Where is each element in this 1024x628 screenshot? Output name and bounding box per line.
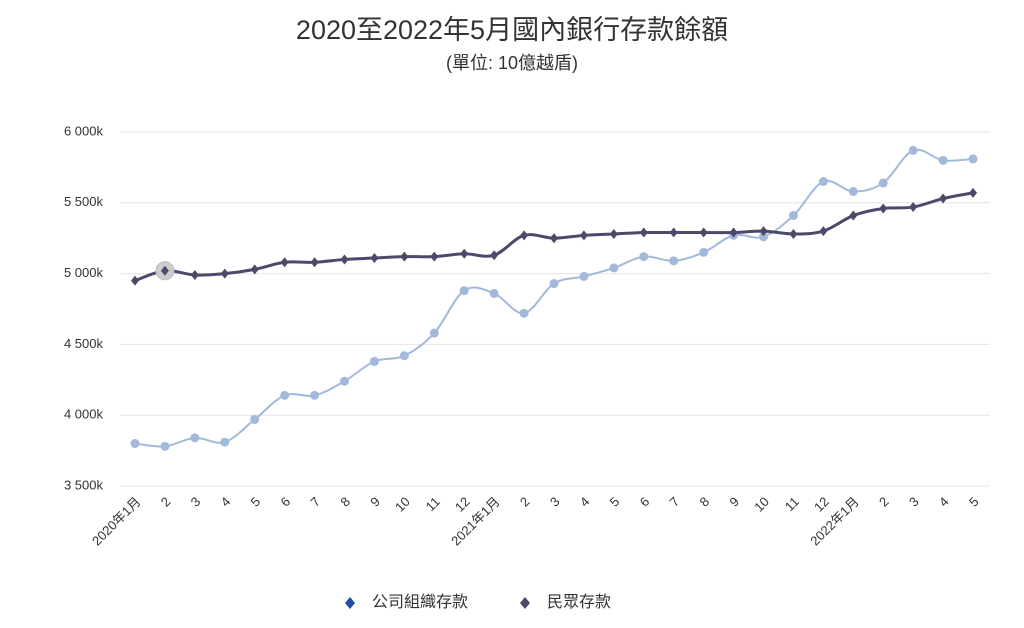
point (310, 257, 319, 268)
point (459, 286, 469, 296)
point (879, 203, 888, 214)
point (788, 211, 798, 221)
point (819, 226, 828, 237)
point (520, 230, 529, 241)
point (609, 228, 618, 239)
point (759, 226, 768, 237)
point (969, 187, 977, 198)
point (939, 193, 948, 204)
point (310, 390, 320, 400)
point (549, 279, 559, 289)
x-tick-label: 5 (966, 494, 982, 510)
point (340, 376, 349, 386)
point (220, 268, 229, 279)
x-tick-label: 8 (696, 494, 712, 510)
x-tick-label: 7 (307, 494, 323, 510)
x-tick-label: 2 (158, 494, 174, 510)
y-tick-label: 3 500k (64, 477, 104, 492)
point (909, 202, 918, 213)
x-tick-label: 2 (517, 494, 533, 510)
point (699, 227, 708, 238)
point (669, 227, 678, 238)
y-tick-label: 6 000k (64, 123, 104, 138)
chart-title: 2020至2022年5月國內銀行存款餘額 (296, 15, 728, 45)
x-tick-label: 5 (607, 494, 623, 510)
point (130, 439, 140, 449)
point (250, 414, 260, 424)
x-tick-label: 12 (452, 494, 473, 515)
point (639, 252, 649, 262)
point (429, 328, 439, 338)
point (340, 254, 349, 265)
point (460, 248, 469, 259)
point (789, 228, 798, 239)
x-tick-label: 6 (637, 494, 653, 510)
x-tick-label: 6 (277, 494, 293, 510)
point (699, 247, 709, 257)
legend-label: 民眾存款 (547, 593, 611, 611)
y-tick-label: 5 500k (64, 194, 104, 209)
x-tick-label: 7 (667, 494, 683, 510)
x-tick-label: 9 (726, 494, 742, 510)
x-tick-label: 3 (906, 494, 922, 510)
point (579, 271, 589, 281)
point (490, 250, 499, 261)
x-tick-label: 10 (751, 494, 772, 515)
point (818, 177, 828, 187)
point (489, 288, 499, 298)
x-tick-label: 12 (811, 494, 832, 515)
series-line (134, 148, 974, 448)
x-tick-label: 11 (423, 494, 443, 514)
point (400, 251, 409, 262)
point (849, 210, 858, 221)
x-tick-label: 10 (392, 494, 413, 515)
x-tick-label: 5 (248, 494, 264, 510)
point (519, 308, 529, 318)
point (729, 227, 738, 238)
point (759, 232, 768, 242)
point (280, 257, 289, 268)
legend-marker (520, 597, 530, 609)
point (550, 233, 558, 244)
point (250, 264, 259, 275)
point (669, 256, 679, 266)
x-tick-label: 4 (577, 494, 593, 510)
point (370, 253, 379, 264)
point (160, 265, 169, 276)
x-tick-label: 11 (782, 494, 802, 514)
point (399, 351, 409, 361)
point (878, 178, 888, 188)
x-tick-label: 3 (188, 494, 204, 510)
y-tick-label: 4 500k (64, 336, 104, 351)
point (220, 437, 230, 447)
x-tick-label: 4 (218, 494, 234, 510)
x-tick-label: 8 (337, 494, 353, 510)
point (639, 227, 648, 238)
point (131, 275, 139, 286)
point (369, 356, 379, 366)
legend-marker (345, 597, 355, 609)
x-tick-label: 3 (547, 494, 563, 510)
point (430, 251, 439, 262)
legend-label: 公司組織存款 (372, 593, 468, 611)
x-tick-label: 9 (367, 494, 383, 510)
x-tick-label: 2 (876, 494, 892, 510)
x-tick-label: 2020年1月 (89, 494, 144, 549)
point (609, 263, 619, 273)
chart-subtitle: (單位: 10億越盾) (446, 53, 578, 73)
point (160, 441, 170, 451)
point (190, 433, 200, 443)
point (908, 145, 918, 155)
y-tick-label: 5 000k (64, 265, 104, 280)
point (280, 390, 290, 400)
y-tick-label: 4 000k (64, 407, 104, 422)
point (938, 155, 948, 165)
point (848, 186, 858, 196)
point (190, 270, 199, 281)
point (968, 154, 978, 164)
x-tick-label: 4 (936, 494, 952, 510)
point (579, 230, 588, 241)
